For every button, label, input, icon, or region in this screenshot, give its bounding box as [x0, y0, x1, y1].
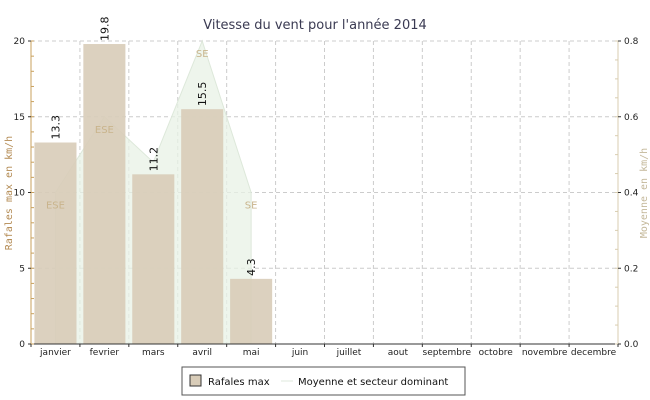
x-tick-label: septembre: [423, 348, 472, 358]
gust-bar-series: [34, 44, 273, 344]
bar-value-label: 13.3: [49, 115, 62, 140]
x-tick-label: octobre: [479, 348, 514, 358]
y-tick-label: 0: [19, 340, 25, 350]
x-tick-label: juin: [291, 348, 308, 358]
x-tick-label: fevrier: [90, 348, 120, 358]
bar: [132, 174, 175, 344]
x-tick-label: decembre: [571, 348, 617, 358]
y-tick-label: 10: [14, 189, 26, 199]
y-tick-label: 20: [14, 37, 26, 47]
x-tick-label: avril: [192, 348, 212, 358]
bar: [83, 44, 126, 344]
x-tick-label: juillet: [336, 348, 362, 358]
y2-axis-label: Moyenne en km/h: [639, 148, 650, 238]
bar-value-label: 4.3: [245, 258, 258, 276]
y2-tick-label: 0.2: [624, 264, 638, 274]
y2-tick-label: 0.0: [624, 340, 639, 350]
sector-label: ESE: [95, 125, 114, 136]
bar-value-label: 11.2: [147, 147, 160, 172]
legend-label-moyenne: Moyenne et secteur dominant: [298, 377, 448, 388]
legend: Rafales max Moyenne et secteur dominant: [181, 366, 466, 396]
legend-label-rafales: Rafales max: [208, 377, 270, 388]
bar: [181, 109, 224, 344]
sector-label: SE: [245, 201, 258, 212]
legend-box: [181, 366, 466, 396]
axes: 0 5 10 15 20 0.0 0.2 0.4 0.6 0.8 janvier fevrier mar…: [14, 37, 639, 358]
x-tick-label: aout: [388, 348, 409, 358]
bar-value-label: 19.8: [98, 17, 111, 42]
x-tick-label: mars: [142, 348, 165, 358]
x-tick-label: novembre: [522, 348, 568, 358]
x-tick-label: janvier: [39, 348, 71, 358]
sector-label: ESE: [46, 201, 65, 212]
bar: [34, 142, 77, 344]
bar: [230, 278, 273, 344]
y2-tick-label: 0.6: [624, 113, 639, 123]
bar-value-label: 15.5: [196, 82, 209, 107]
y-tick-label: 5: [19, 264, 25, 274]
y2-tick-label: 0.4: [624, 189, 639, 199]
sector-label: SE: [196, 49, 209, 60]
data-labels: ESE ESE SE SE 13.3 19.8 11.2 15.5 4.3: [46, 17, 258, 276]
x-tick-label: mai: [243, 348, 260, 358]
y-tick-label: 15: [14, 113, 25, 123]
y2-tick-label: 0.8: [624, 37, 639, 47]
chart-title: Vitesse du vent pour l'année 2014: [203, 18, 427, 33]
legend-swatch-rafales: [189, 374, 202, 387]
y-axis-label: Rafales max en km/h: [4, 136, 15, 250]
